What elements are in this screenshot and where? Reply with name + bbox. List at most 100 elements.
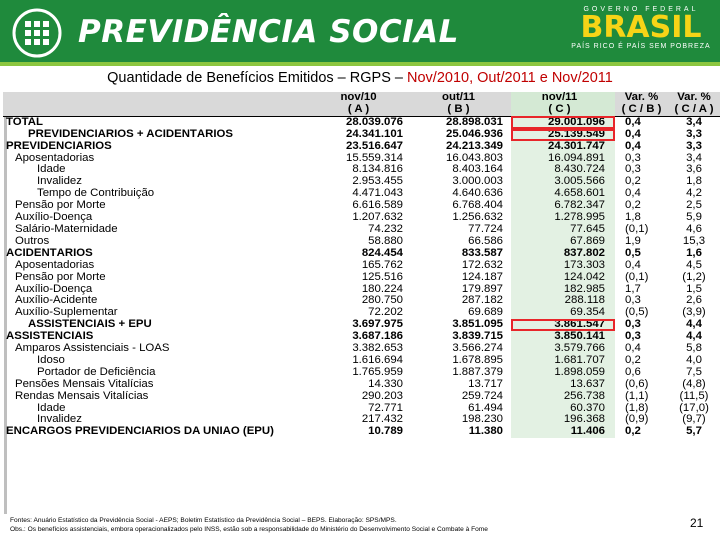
- table-row: Idade 8.134.816 8.403.164 8.430.724 0,3 3,6: [3, 164, 720, 177]
- header-row-1: nov/10 out/11 nov/11 Var. % Var. %: [3, 92, 720, 104]
- row-value: 196.368: [511, 414, 615, 427]
- row-label: ACIDENTÁRIOS: [6, 247, 93, 259]
- row-label: Amparos Assistenciais - LOAS: [15, 343, 170, 355]
- row-label: Aposentadorias: [15, 259, 95, 271]
- row-value: 124.187: [461, 271, 503, 283]
- table-row: Salário-Maternidade 74.232 77.724 77.645 (0,…: [3, 223, 720, 236]
- row-label: Idoso: [37, 354, 65, 366]
- left-rule: [4, 94, 7, 514]
- row-value: 3.850.141: [511, 331, 615, 344]
- row-label: PREVIDENCIÁRIOS + ACIDENTÁRIOS: [28, 128, 233, 140]
- row-value: 288.118: [511, 295, 615, 308]
- row-value: 15.559.314: [345, 152, 403, 164]
- row-value: 1,7: [625, 283, 641, 295]
- row-value: 1.678.895: [452, 354, 503, 366]
- table-row: Portador de Deficiência 1.765.959 1.887.37…: [3, 366, 720, 379]
- row-value: 23.516.647: [345, 140, 403, 152]
- header-stripe: [0, 62, 720, 66]
- slide-title: Quantidade de Benefícios Emitidos – RGPS…: [0, 70, 720, 86]
- row-value: 1.256.632: [452, 212, 503, 224]
- title-prefix: Quantidade de Benefícios Emitidos – RGPS…: [107, 70, 407, 86]
- row-value: 58.880: [368, 235, 403, 247]
- row-value: 217.432: [361, 414, 403, 426]
- row-value: 280.750: [361, 295, 403, 307]
- row-value: 833.587: [461, 247, 503, 259]
- row-value: 16.094.891: [511, 152, 615, 165]
- row-value: 290.203: [361, 390, 403, 402]
- header-cell: Var. %: [615, 92, 668, 104]
- row-value: 3.000.003: [452, 176, 503, 188]
- row-value: 259.724: [461, 390, 503, 402]
- table-row: Aposentadorias 15.559.314 16.043.803 16.094…: [3, 152, 720, 165]
- row-value: 3.861.547: [511, 319, 615, 332]
- row-value: 11.406: [511, 426, 615, 439]
- row-label: Invalidez: [37, 414, 82, 426]
- row-value: 3,3: [686, 140, 702, 152]
- table-row: Auxílio-Suplementar 72.202 69.689 69.354 (0,…: [3, 307, 720, 320]
- row-value: 4,0: [686, 354, 702, 366]
- table-row: PREVIDENCIÁRIOS 23.516.647 24.213.349 24.30…: [3, 140, 720, 153]
- header-cell: ( C / B ): [615, 103, 668, 117]
- table-row: Amparos Assistenciais - LOAS 3.382.653 3.5…: [3, 343, 720, 355]
- row-label: Auxílio-Doença: [15, 283, 93, 295]
- page-number: 21: [690, 516, 704, 530]
- row-value: 182.985: [511, 283, 615, 296]
- header-cell: out/11: [411, 92, 511, 104]
- row-value: 0,4: [625, 188, 641, 200]
- row-value: 2,6: [686, 295, 702, 307]
- table-row: Auxílio-Doença 180.224 179.897 182.985 1,7 1,…: [3, 283, 720, 296]
- table-row: Pensão por Morte 6.616.589 6.768.404 6.782.…: [3, 200, 720, 213]
- row-label: Pensão por Morte: [15, 271, 106, 283]
- row-value: 0,3: [625, 319, 641, 331]
- row-value: 8.403.164: [452, 164, 503, 176]
- header-cell: nov/10: [311, 92, 411, 104]
- row-label: Portador de Deficiência: [37, 366, 156, 378]
- row-label: Pensão por Morte: [15, 200, 106, 212]
- row-value: 0,3: [625, 152, 641, 164]
- row-value: 3.697.975: [352, 319, 403, 331]
- header-band: PREVIDÊNCIA SOCIAL GOVERNO FEDERAL BRASI…: [0, 0, 720, 66]
- row-value: 69.689: [468, 307, 503, 319]
- header-cell: ( C / A ): [668, 103, 720, 117]
- row-value: 77.645: [511, 223, 615, 236]
- source-note: Fontes: Anuário Estatístico da Previdênc…: [10, 516, 680, 534]
- row-value: (9,7): [682, 414, 706, 426]
- row-value: 61.494: [468, 402, 503, 414]
- row-label: ASSISTENCIAIS + EPU: [28, 319, 152, 331]
- row-value: 77.724: [468, 223, 503, 235]
- row-value: (17,0): [679, 402, 709, 414]
- table-row: Aposentadorias 165.762 172.632 173.303 0,4 4,…: [3, 259, 720, 272]
- table-row: ENCARGOS PREVIDENCIÁRIOS DA UNIÃO (EPU) 1…: [3, 426, 720, 439]
- row-value: 8.134.816: [352, 164, 403, 176]
- row-value: 3,4: [686, 152, 702, 164]
- row-value: 0,2: [625, 176, 641, 188]
- row-label: Idade: [37, 402, 66, 414]
- row-value: 0,4: [625, 259, 641, 271]
- row-value: 4,4: [686, 331, 702, 343]
- table-row: Idoso 1.616.694 1.678.895 1.681.707 0,2 4,0: [3, 354, 720, 367]
- row-value: 4,6: [686, 223, 702, 235]
- table-row: Invalidez 217.432 198.230 196.368 (0,9) (9,7): [3, 414, 720, 427]
- row-value: (1,1): [625, 390, 649, 402]
- row-label: Salário-Maternidade: [15, 223, 118, 235]
- row-value: 4.471.043: [352, 188, 403, 200]
- table-row: Rendas Mensais Vitalícias 290.203 259.724 2…: [3, 390, 720, 403]
- row-label: Pensões Mensais Vitalícias: [15, 378, 154, 390]
- table-row: ASSISTENCIAIS + EPU 3.697.975 3.851.095 3.8…: [3, 319, 720, 332]
- row-value: (0,1): [625, 271, 649, 283]
- row-value: (0,6): [625, 378, 649, 390]
- header-cell: Var. %: [668, 92, 720, 104]
- row-value: 0,6: [625, 366, 641, 378]
- row-value: 7,5: [686, 366, 702, 378]
- header-cell: ( B ): [411, 103, 511, 117]
- row-value: 3,3: [686, 128, 702, 140]
- row-value: 180.224: [361, 283, 403, 295]
- row-value: 13.717: [468, 378, 503, 390]
- table-row: Idade 72.771 61.494 60.370 (1,8) (17,0): [3, 402, 720, 415]
- row-value: (0,1): [625, 223, 649, 235]
- brand-title: PREVIDÊNCIA SOCIAL: [78, 14, 459, 50]
- row-value: 16.043.803: [445, 152, 503, 164]
- row-value: 0,3: [625, 164, 641, 176]
- footer-obs: Obs.: Os benefícios assistenciais, embor…: [10, 526, 488, 533]
- row-label: Tempo de Contribuição: [37, 188, 155, 200]
